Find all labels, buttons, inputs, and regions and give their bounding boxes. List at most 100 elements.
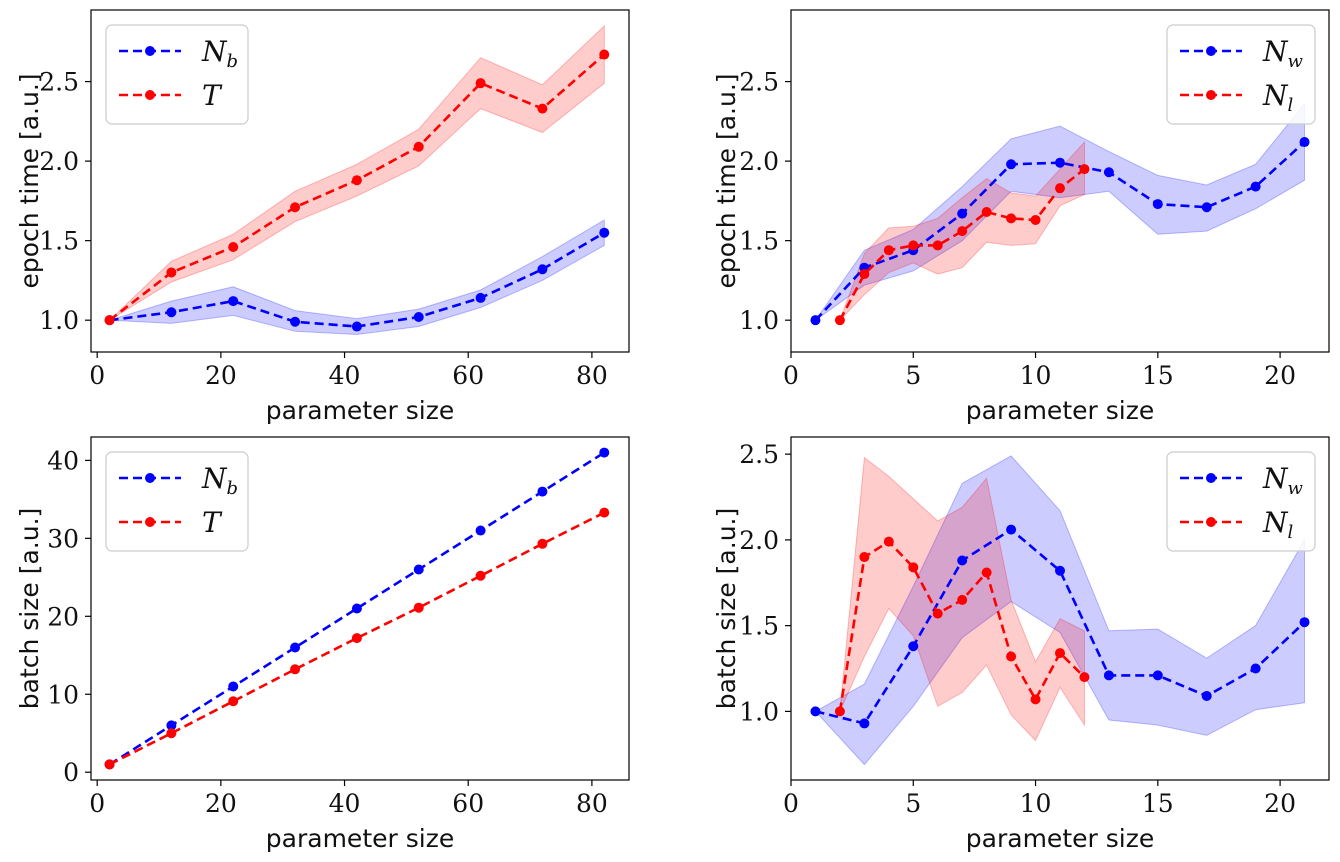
- data-point: [104, 759, 115, 770]
- legend-label-subscript: l: [1288, 95, 1294, 116]
- data-point: [1250, 181, 1261, 192]
- data-point: [1006, 651, 1017, 662]
- data-point: [475, 292, 486, 303]
- data-point: [413, 564, 424, 575]
- data-point: [883, 536, 894, 547]
- data-point: [1103, 670, 1114, 681]
- x-tick-label: 5: [905, 361, 921, 390]
- data-point: [1055, 183, 1065, 194]
- data-point: [475, 570, 486, 581]
- y-tick-label: 30: [47, 524, 79, 553]
- x-tick-label: 5: [905, 789, 921, 818]
- data-point: [537, 103, 548, 114]
- data-point: [166, 728, 177, 739]
- data-point: [908, 240, 919, 251]
- data-point: [1079, 164, 1090, 175]
- y-tick-label: 2.5: [39, 68, 79, 97]
- data-point: [599, 447, 610, 458]
- x-axis-label: parameter size: [266, 824, 454, 853]
- axes-frame: [90, 9, 630, 353]
- data-point: [859, 269, 870, 280]
- data-point: [834, 706, 845, 717]
- data-point: [351, 603, 362, 614]
- x-tick-label: 20: [205, 789, 237, 818]
- y-tick-label: 2.5: [739, 68, 779, 97]
- data-point: [413, 602, 424, 613]
- y-tick-label: 2.0: [739, 526, 779, 555]
- x-tick-label: 10: [1020, 361, 1052, 390]
- data-point: [290, 642, 301, 653]
- legend-box: [105, 451, 249, 552]
- chart-batch-vs-param-b: 0 5 10 15 20 1.0 1.5 2.0 2.5 parameter size batch …: [712, 436, 1330, 853]
- data-point: [599, 49, 610, 60]
- data-point: [957, 594, 968, 605]
- data-point: [104, 315, 115, 326]
- data-point: [859, 718, 870, 729]
- data-point: [228, 696, 239, 707]
- data-point: [290, 664, 301, 675]
- y-tick-label: 10: [47, 680, 79, 709]
- data-point: [883, 245, 894, 256]
- data-point: [228, 242, 239, 253]
- data-point: [981, 207, 992, 218]
- data-point: [957, 226, 968, 237]
- confidence-band-0: [815, 102, 1305, 321]
- data-point: [810, 706, 821, 717]
- data-point: [537, 264, 548, 275]
- chart-batch-vs-param-a: 0 20 40 60 80 0 10 20 30 40 parameter size batch si…: [15, 436, 630, 853]
- data-point: [228, 296, 239, 307]
- data-point: [1006, 213, 1017, 224]
- legend-marker: [145, 473, 155, 483]
- data-point: [1152, 670, 1163, 681]
- data-point: [810, 315, 821, 326]
- legend-marker: [1206, 473, 1216, 483]
- data-point: [908, 562, 919, 573]
- y-tick-label: 1.0: [739, 306, 779, 335]
- y-tick-label: 1.5: [739, 227, 779, 256]
- data-point: [475, 525, 486, 536]
- x-tick-label: 0: [89, 789, 105, 818]
- y-tick-label: 2.0: [39, 147, 79, 176]
- y-axis-label: epoch time [a.u.]: [712, 73, 741, 288]
- data-point: [1250, 663, 1261, 674]
- data-point: [351, 175, 362, 186]
- data-point: [1055, 565, 1065, 576]
- data-point: [1299, 137, 1310, 148]
- x-tick-label: 40: [329, 789, 361, 818]
- y-axis-label: batch size [a.u.]: [15, 508, 44, 710]
- legend-label-subscript: b: [227, 478, 239, 499]
- y-tick-label: 1.0: [39, 306, 79, 335]
- data-point: [1006, 524, 1017, 535]
- data-point: [981, 567, 992, 578]
- data-point: [1055, 648, 1065, 659]
- x-axis-label: parameter size: [966, 824, 1154, 853]
- data-point: [599, 507, 610, 518]
- x-tick-label: 15: [1142, 361, 1174, 390]
- x-tick-label: 40: [329, 361, 361, 390]
- axes-frame: [790, 9, 1330, 353]
- x-tick-label: 80: [576, 361, 608, 390]
- data-point: [932, 608, 943, 619]
- data-point: [859, 552, 870, 563]
- chart-epoch-vs-param-b: 0 5 10 15 20 1.0 1.5 2.0 2.5 parameter size epoch …: [712, 9, 1330, 425]
- x-tick-label: 0: [783, 361, 799, 390]
- data-point: [1006, 159, 1017, 170]
- x-tick-label: 80: [576, 789, 608, 818]
- legend-label: T: [202, 506, 223, 539]
- data-point: [908, 641, 919, 652]
- series-line-1: [838, 168, 1086, 321]
- data-point: [351, 633, 362, 644]
- chart-epoch-vs-param-a: 0 20 40 60 80 1.0 1.5 2.0 2.5 parameter size epoch…: [15, 9, 630, 425]
- y-tick-label: 1.5: [39, 227, 79, 256]
- legend-label-subscript: w: [1288, 51, 1304, 72]
- data-point: [351, 321, 362, 332]
- data-point: [413, 312, 424, 323]
- data-point: [166, 720, 177, 731]
- legend-marker: [1206, 517, 1216, 527]
- data-point: [537, 538, 548, 549]
- series-line-0: [814, 141, 1306, 322]
- legend-marker: [145, 517, 155, 527]
- legend-box: [1166, 451, 1316, 552]
